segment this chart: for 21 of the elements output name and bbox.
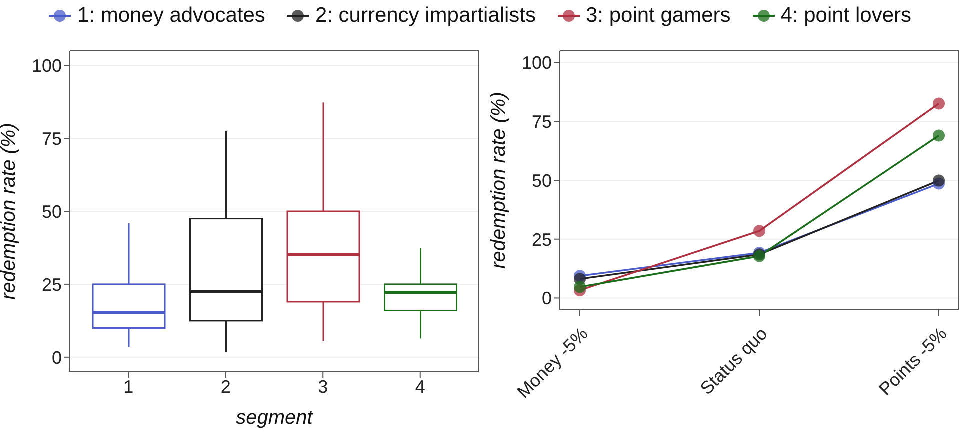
legend-label: 3: point gamers: [586, 4, 731, 28]
legend-label: 1: money advocates: [77, 4, 266, 28]
x-tick-label: 4: [415, 376, 426, 397]
y-tick-label: 0: [52, 348, 62, 368]
y-axis-title: redemption rate (%): [488, 92, 510, 269]
legend-label: 4: point lovers: [780, 4, 912, 28]
y-tick-label: 25: [532, 230, 552, 250]
x-tick-label: 1: [124, 376, 134, 397]
y-tick-label: 75: [42, 128, 62, 149]
x-axis-title: segment: [236, 407, 314, 429]
y-axis-title: redemption rate (%): [0, 123, 20, 300]
y-tick-label: 100: [32, 56, 62, 76]
y-tick-label: 100: [522, 53, 552, 74]
y-tick-label: 75: [532, 112, 552, 132]
y-tick-label: 0: [542, 288, 552, 309]
y-tick-label: 50: [532, 170, 552, 191]
x-tick-label: 2: [220, 376, 231, 397]
x-tick-label: 3: [318, 376, 328, 397]
legend-label: 2: currency impartialists: [315, 4, 536, 28]
y-tick-label: 25: [42, 274, 62, 295]
y-tick-label: 50: [42, 202, 62, 222]
